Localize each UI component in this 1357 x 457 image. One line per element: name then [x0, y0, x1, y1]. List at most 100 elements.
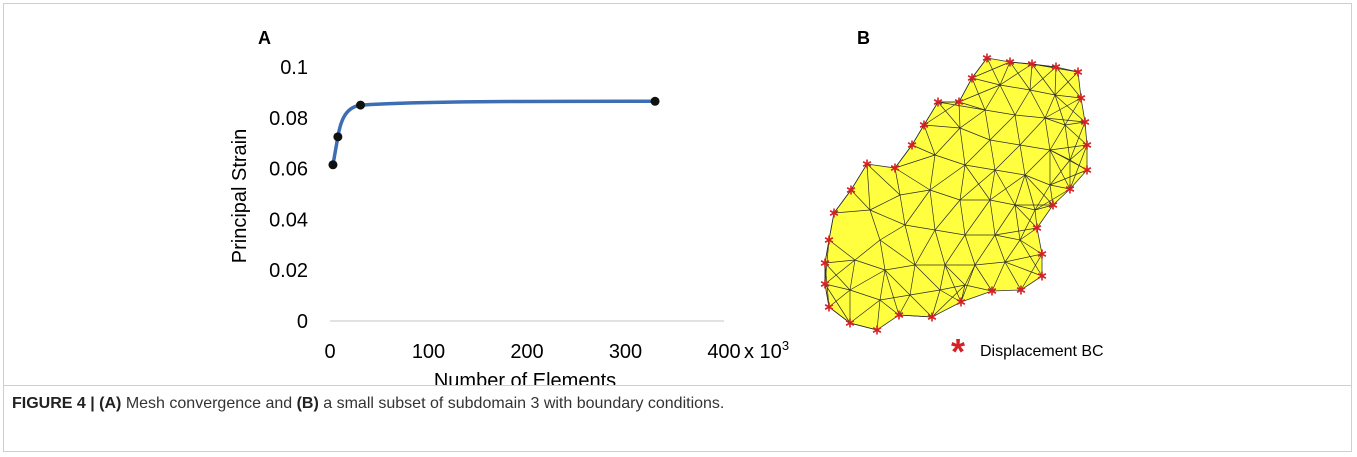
mesh-edge	[960, 264, 976, 303]
mesh-edge	[1019, 144, 1051, 151]
mesh-edge	[934, 154, 966, 166]
mesh-edge	[991, 261, 1006, 292]
mesh-edge	[964, 139, 991, 166]
bc-marker-icon	[1005, 57, 1015, 67]
mesh-edge	[1044, 94, 1056, 119]
bc-marker-icon	[933, 97, 943, 107]
mesh-edge	[1049, 124, 1066, 151]
mesh-edge	[986, 57, 1001, 86]
mesh-edge	[989, 169, 996, 201]
mesh-edge	[894, 167, 931, 191]
mesh-edge	[974, 234, 996, 266]
mesh-edge	[909, 289, 941, 296]
data-point	[356, 100, 366, 110]
mesh-edge	[1034, 184, 1051, 211]
panel-b-label: B	[857, 28, 870, 48]
mesh-edge	[1054, 94, 1066, 126]
bc-marker-icon	[967, 73, 977, 83]
mesh-legend: * Displacement BC	[951, 331, 1104, 372]
mesh-edge	[850, 189, 871, 211]
bc-marker-icon	[862, 159, 872, 169]
mesh-edge	[999, 61, 1011, 86]
figure-canvas: A 0 100 200 300 400 0 0.02 0.04 0.06 0.08 0.1 x 1…	[229, 28, 1104, 385]
mesh-edge	[999, 84, 1016, 116]
mesh-edge	[866, 163, 901, 196]
bc-marker-icon	[1051, 62, 1061, 72]
mesh-edge	[989, 139, 996, 171]
mesh-edge	[959, 127, 991, 141]
mesh-edge	[824, 283, 851, 324]
mesh-edge	[1069, 121, 1086, 161]
mesh-edge	[944, 234, 966, 266]
bc-marker-icon	[824, 235, 834, 245]
x-tick-label: 0	[324, 341, 335, 363]
mesh-edge	[1014, 204, 1036, 211]
mesh-edge	[1014, 174, 1026, 206]
mesh-edge	[1019, 239, 1043, 277]
mesh-edge	[958, 84, 1001, 103]
mesh-edge	[959, 164, 966, 201]
mesh-edge	[984, 109, 991, 141]
bc-marker-icon	[890, 163, 900, 173]
bc-marker-icon	[1065, 184, 1075, 194]
mesh-edge	[1004, 239, 1021, 263]
mesh-edge	[958, 101, 986, 111]
mesh-edge	[1014, 204, 1038, 229]
mesh-edge	[884, 269, 911, 296]
mesh-edge	[937, 101, 961, 129]
mesh-edge	[1054, 66, 1057, 96]
mesh-edge	[1024, 174, 1036, 211]
mesh-edge	[1024, 174, 1051, 186]
caption-text-2: a small subset of subdomain 3 with bound…	[318, 395, 725, 412]
mesh-edge	[999, 84, 1031, 91]
data-point	[328, 160, 338, 170]
caption-divider	[3, 385, 1352, 386]
mesh-edge	[849, 299, 881, 324]
bc-marker-icon	[919, 120, 929, 130]
mesh-edge	[959, 199, 966, 236]
mesh-edge	[1019, 209, 1036, 241]
mesh-edge	[824, 259, 856, 264]
mesh-edge	[879, 224, 906, 241]
bc-marker-icon	[956, 297, 966, 307]
mesh-edge	[824, 283, 851, 291]
x-tick-label: 100	[412, 341, 445, 363]
mesh-edge	[894, 167, 901, 196]
mesh-edge	[879, 294, 911, 301]
mesh-edge	[1029, 89, 1056, 96]
mesh-edge	[1019, 117, 1046, 146]
mesh-edge	[929, 164, 966, 191]
bc-marker-icon	[1073, 67, 1083, 77]
bc-marker-icon	[1037, 249, 1047, 259]
mesh-edge	[1069, 144, 1088, 190]
mesh-edge	[879, 239, 886, 271]
mesh-edge	[869, 194, 901, 211]
mesh-edge	[964, 284, 993, 292]
mesh-edge	[1049, 184, 1071, 190]
asterisk-icon: *	[951, 331, 965, 372]
mesh-edge	[833, 209, 871, 214]
mesh-edge	[994, 169, 1016, 206]
mesh-edge	[849, 289, 881, 301]
mesh-edge	[937, 101, 986, 111]
mesh-edge	[849, 322, 878, 331]
mesh-edge	[964, 234, 976, 266]
data-point	[333, 132, 343, 142]
mesh-edge	[974, 261, 1006, 266]
mesh-edge	[994, 169, 1026, 176]
mesh-edge	[971, 77, 1001, 86]
mesh-edge	[923, 101, 939, 126]
mesh-edge	[869, 209, 906, 226]
bc-marker-icon	[820, 258, 830, 268]
bc-marker-icon	[954, 97, 964, 107]
mesh-edge	[994, 234, 1006, 263]
mesh-edge	[894, 154, 936, 169]
mesh-edge	[989, 199, 1016, 206]
mesh-edge	[1029, 66, 1057, 91]
mesh-edge	[1055, 66, 1082, 99]
mesh-edge	[849, 269, 886, 291]
series-line	[331, 99, 656, 166]
mesh-edge	[824, 262, 851, 291]
figure-frame	[3, 3, 1352, 452]
mesh-edge	[884, 269, 900, 316]
